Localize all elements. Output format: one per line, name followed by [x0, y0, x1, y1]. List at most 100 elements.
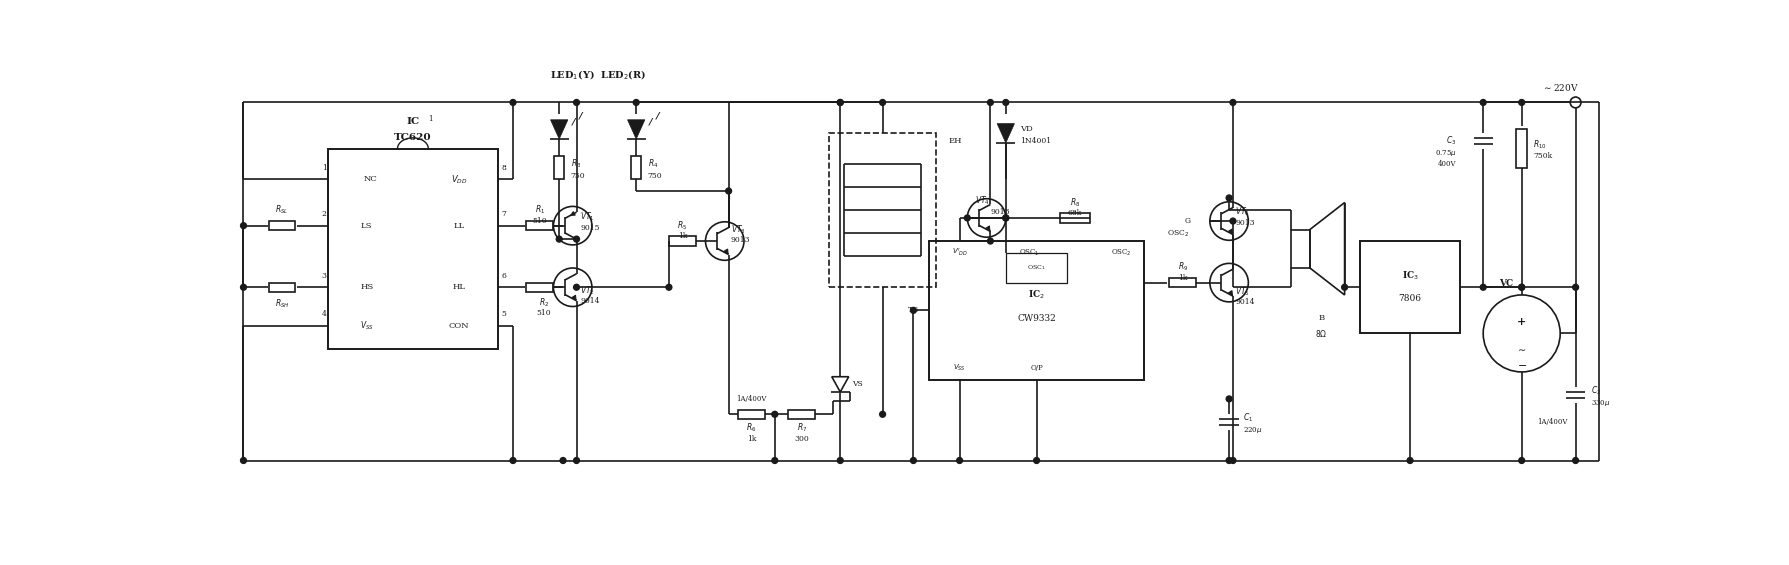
Text: $R_2$: $R_2$	[538, 297, 549, 309]
Text: $VT_6$: $VT_6$	[1234, 206, 1251, 218]
Circle shape	[556, 236, 562, 242]
Text: $C_1$: $C_1$	[1243, 412, 1252, 424]
Bar	[828, 133, 936, 287]
Text: 6: 6	[501, 272, 506, 280]
Bar	[789, 410, 816, 419]
Polygon shape	[551, 120, 567, 139]
Circle shape	[771, 411, 778, 417]
Text: IC$_3$: IC$_3$	[1401, 270, 1419, 282]
Text: 1k: 1k	[748, 435, 757, 443]
Text: $C_3$: $C_3$	[1446, 134, 1456, 147]
Text: 300: 300	[794, 435, 809, 443]
Circle shape	[574, 284, 580, 290]
Text: 220$\mu$: 220$\mu$	[1243, 425, 1263, 434]
Text: 510: 510	[533, 217, 547, 225]
Circle shape	[1573, 458, 1578, 463]
Text: HS: HS	[360, 283, 374, 291]
Circle shape	[837, 458, 843, 463]
Circle shape	[1004, 215, 1009, 221]
Circle shape	[510, 458, 515, 463]
Text: +: +	[1517, 316, 1526, 327]
Bar	[1290, 229, 1310, 268]
Text: $R_{10}$: $R_{10}$	[1533, 138, 1547, 151]
Text: $-$: $-$	[1517, 359, 1526, 370]
Text: 3: 3	[322, 272, 327, 280]
Text: $VT_3$: $VT_3$	[732, 223, 746, 236]
Circle shape	[726, 188, 732, 194]
Bar	[669, 236, 696, 246]
Circle shape	[880, 411, 886, 417]
Text: $R_1$: $R_1$	[535, 204, 546, 216]
Text: 68k: 68k	[1068, 209, 1082, 218]
Circle shape	[240, 223, 247, 229]
Text: 1N4001: 1N4001	[1020, 137, 1050, 145]
Text: $8\Omega$: $8\Omega$	[1315, 328, 1327, 339]
Text: 750k: 750k	[1533, 153, 1553, 160]
Text: G: G	[1184, 217, 1191, 225]
Text: $R_7$: $R_7$	[796, 422, 807, 434]
Text: /: /	[648, 117, 651, 126]
Text: TC620: TC620	[394, 133, 431, 142]
Text: $VT_4$: $VT_4$	[975, 195, 989, 207]
Text: $V_{DD}$: $V_{DD}$	[451, 173, 467, 186]
Text: HL: HL	[453, 283, 465, 291]
Text: LS: LS	[361, 221, 372, 229]
Polygon shape	[996, 124, 1014, 143]
Text: /: /	[580, 112, 583, 121]
Text: 1A/400V: 1A/400V	[1537, 418, 1567, 426]
Bar	[632, 157, 640, 180]
Text: EH: EH	[948, 137, 961, 145]
Circle shape	[837, 99, 843, 106]
Text: 7806: 7806	[1399, 294, 1422, 303]
Text: TG: TG	[907, 306, 920, 314]
Text: 2: 2	[322, 210, 327, 218]
Bar	[928, 241, 1145, 380]
Circle shape	[1342, 284, 1347, 290]
Bar	[555, 157, 564, 180]
Text: O/P: O/P	[1030, 364, 1043, 372]
Text: 510: 510	[537, 310, 551, 318]
Circle shape	[240, 284, 247, 290]
Text: $VT_2$: $VT_2$	[580, 285, 596, 297]
Text: LL: LL	[453, 221, 465, 229]
Text: 750: 750	[648, 172, 662, 180]
Polygon shape	[628, 120, 644, 139]
Circle shape	[988, 238, 993, 244]
Text: CW9332: CW9332	[1018, 314, 1056, 323]
Bar	[526, 282, 553, 292]
Text: 750: 750	[571, 172, 585, 180]
Text: $R_5$: $R_5$	[678, 219, 687, 232]
Text: $V_{SS}$: $V_{SS}$	[360, 319, 374, 332]
Circle shape	[911, 307, 916, 313]
Circle shape	[1480, 284, 1487, 290]
Text: 9013: 9013	[732, 236, 751, 244]
Bar	[739, 410, 766, 419]
Circle shape	[988, 99, 993, 106]
Circle shape	[1573, 284, 1578, 290]
Bar	[1360, 241, 1460, 333]
Text: 5: 5	[501, 310, 506, 318]
Circle shape	[1225, 195, 1233, 201]
Circle shape	[574, 99, 580, 106]
Circle shape	[964, 215, 970, 221]
Text: /: /	[571, 117, 574, 126]
Text: 0.75$\mu$: 0.75$\mu$	[1435, 147, 1456, 158]
Circle shape	[1004, 215, 1009, 221]
Bar	[268, 221, 295, 231]
Circle shape	[1004, 99, 1009, 106]
Bar	[1517, 129, 1528, 168]
Circle shape	[1480, 99, 1487, 106]
Text: OSC$_2$: OSC$_2$	[1168, 228, 1190, 238]
Circle shape	[957, 458, 962, 463]
Text: LED$_1$(Y)  LED$_2$(R): LED$_1$(Y) LED$_2$(R)	[549, 69, 646, 82]
Circle shape	[240, 458, 247, 463]
Text: CON: CON	[449, 321, 469, 330]
Text: $V_{SS}$: $V_{SS}$	[954, 363, 966, 373]
Text: 4: 4	[322, 310, 327, 318]
Text: 1k: 1k	[1179, 274, 1188, 282]
Text: VD: VD	[1020, 125, 1032, 133]
Circle shape	[1231, 218, 1236, 224]
Circle shape	[880, 99, 886, 106]
Text: OSC$_1$: OSC$_1$	[1027, 263, 1047, 272]
Text: 400V: 400V	[1438, 160, 1456, 168]
